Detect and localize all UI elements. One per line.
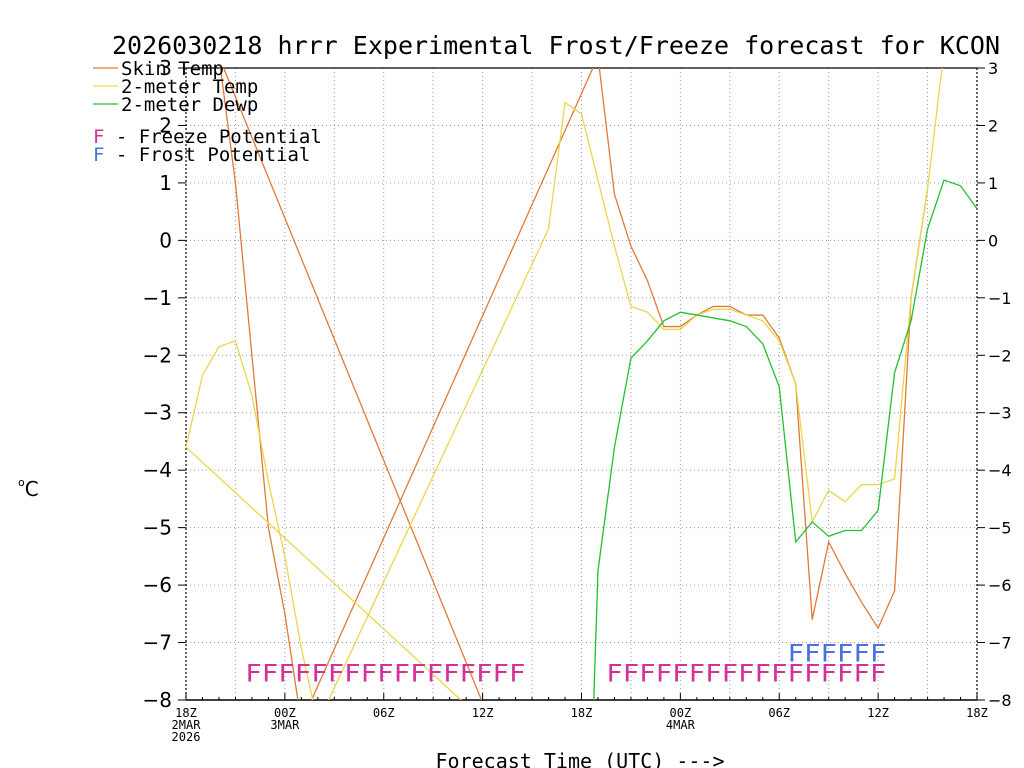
y-tick-label-left: 0 xyxy=(159,228,172,252)
y-tick-label-right: −2 xyxy=(988,346,1012,365)
y-tick-label-left: −7 xyxy=(143,631,172,655)
x-tick-label: 2MAR xyxy=(172,718,202,732)
frost-potential-markers: FFFFFF xyxy=(787,639,886,667)
2-meter-temp-line xyxy=(186,68,943,700)
y-tick-label-right: 3 xyxy=(988,59,998,78)
legend-label: 2-meter Temp xyxy=(121,76,258,98)
y-tick-label-left: −1 xyxy=(143,286,172,310)
x-tick-label: 12Z xyxy=(472,706,494,720)
y-tick-label-right: −6 xyxy=(988,576,1012,595)
legend-label: - Frost Potential xyxy=(104,144,310,166)
y-tick-label-right: 2 xyxy=(988,116,998,135)
y-tick-label-right: −8 xyxy=(988,691,1012,710)
y-tick-label-left: 1 xyxy=(159,171,172,195)
x-tick-label: 06Z xyxy=(768,706,790,720)
legend-label: Skin Temp xyxy=(121,58,224,80)
y-tick-label-right: 1 xyxy=(988,174,998,193)
skin-temp-line xyxy=(219,68,929,700)
y-tick-label-left: −6 xyxy=(143,573,172,597)
y-tick-label-right: 0 xyxy=(988,231,998,250)
legend-label: - Freeze Potential xyxy=(104,126,321,148)
y-tick-label-right: −1 xyxy=(988,289,1012,308)
freeze-potential-markers: FFFFFFFFFFFFFFFFF xyxy=(245,659,525,687)
legend-label: 2-meter Dewp xyxy=(121,94,258,116)
x-tick-label: 18Z xyxy=(175,706,197,720)
chart-title: 2026030218 hrrr Experimental Frost/Freez… xyxy=(112,31,1000,60)
x-tick-label: 12Z xyxy=(867,706,889,720)
y-tick-label-right: −7 xyxy=(988,634,1012,653)
y-tick-label-left: −5 xyxy=(143,516,172,540)
y-tick-label-right: −5 xyxy=(988,519,1012,538)
2-meter-dewp-line xyxy=(593,179,977,700)
y-tick-label-left: −4 xyxy=(143,458,172,482)
x-tick-label: 06Z xyxy=(373,706,395,720)
y-tick-label-left: 2 xyxy=(159,113,172,137)
legend-marker: F xyxy=(93,144,104,166)
x-tick-label: 18Z xyxy=(966,706,988,720)
y-tick-label-left: −3 xyxy=(143,401,172,425)
x-axis-label: Forecast Time (UTC) ---> xyxy=(436,749,725,768)
freeze-potential-legend: F - Freeze Potential xyxy=(93,126,322,148)
series-lines xyxy=(186,68,977,700)
frost-potential-legend: F - Frost Potential xyxy=(93,144,310,166)
x-tick-label: 3MAR xyxy=(270,718,300,732)
x-tick-label: 00Z xyxy=(274,706,296,720)
y-axis-label: oC xyxy=(18,476,39,501)
y-tick-label-left: −2 xyxy=(143,343,172,367)
x-tick-label: 4MAR xyxy=(666,718,696,732)
y-tick-label-right: −4 xyxy=(988,461,1012,480)
x-tick-label: 18Z xyxy=(571,706,593,720)
y-tick-label-left: −8 xyxy=(143,688,172,712)
x-tick-label: 2026 xyxy=(172,730,201,744)
freeze-potential-markers: FFFFFFFFFFFFFFFFF xyxy=(606,659,886,687)
x-tick-label: 00Z xyxy=(670,706,692,720)
grid-lines xyxy=(186,68,977,700)
legend-marker: F xyxy=(93,126,104,148)
y-tick-label-right: −3 xyxy=(988,404,1012,423)
axes: 3 3 2 2 1 1 0 0 −1 −1 −2 −2 −3 −3 −4 −4 −5 −5 −6 −6 −7 −7 −8 −8… xyxy=(143,56,1012,744)
y-tick-label-left: 3 xyxy=(159,56,172,80)
